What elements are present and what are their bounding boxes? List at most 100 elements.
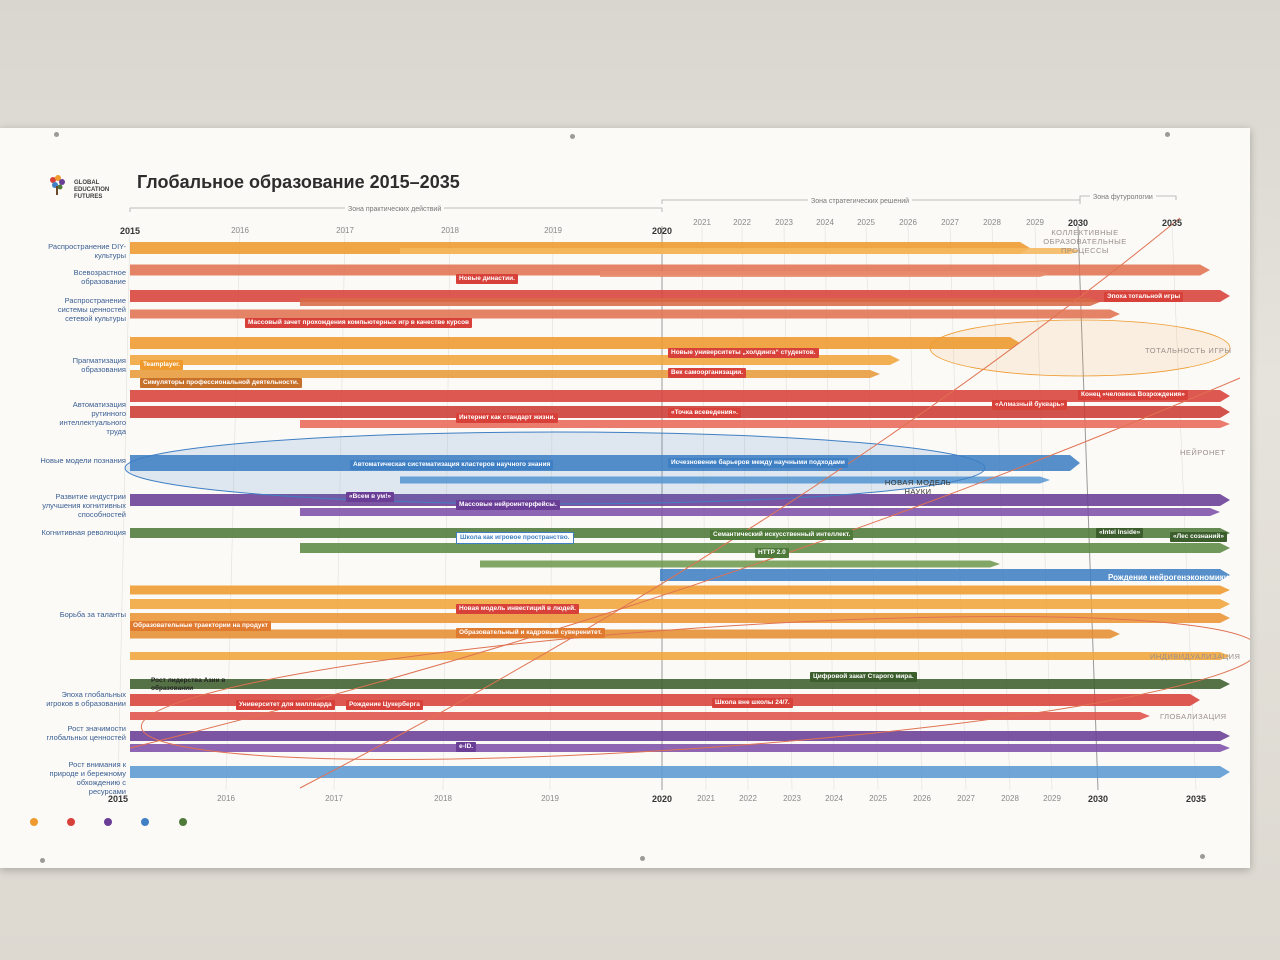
event-neuroeconomy: Рождение нейрогенэкономики [1108, 573, 1229, 582]
event-alphabet-diamond: «Алмазный букварь» [992, 400, 1068, 410]
row-label: Когнитивная революция [41, 528, 126, 537]
row-label: Новые модели познания [40, 456, 126, 465]
event-new-dinasties: Новые династии. [456, 274, 518, 284]
timeline-band [660, 569, 1230, 581]
year-bottom: 2018 [434, 794, 452, 803]
event-auto-clusters: Автоматическая систематизация кластеров … [350, 460, 554, 470]
event-http2: HTTP 2.0 [755, 548, 789, 558]
event-point-everywhere: «Точка всеведения». [668, 408, 741, 418]
logo-text: GLOBAL EDUCATION FUTURES [74, 180, 110, 200]
timeline-band [400, 476, 1050, 484]
pin [40, 858, 45, 863]
row-label: Борьба за таланты [59, 610, 126, 619]
row-label: Эпоха глобальных игроков в образовании [46, 690, 126, 708]
note-neuronet: НЕЙРОНЕТ [1180, 448, 1226, 457]
event-edu-sovereignty: Образовательный и кадровый суверенитет. [456, 628, 605, 638]
timeline-band [130, 712, 1150, 720]
event-mass-neuro: Массовые нейроинтерфейсы. [456, 500, 560, 510]
year-bottom: 2015 [107, 794, 129, 804]
year-bottom: 2024 [825, 794, 843, 803]
year-top: 2019 [544, 226, 562, 235]
timeline-band [130, 494, 1230, 506]
event-internet-standard: Интернет как стандарт жизни. [456, 413, 559, 423]
note-individualization: ИНДИВИДУАЛИЗАЦИЯ [1150, 652, 1241, 661]
year-top: 2017 [336, 226, 354, 235]
timeline-band [130, 744, 1230, 752]
cluster-ellipse [124, 431, 986, 505]
year-bottom: 2027 [957, 794, 975, 803]
timeline-canvas [117, 195, 1250, 791]
event-school-24: Школа вне школы 24/7. [712, 698, 793, 708]
year-top: 2016 [231, 226, 249, 235]
cluster-ellipse [929, 319, 1231, 377]
row-label: Распространение системы ценностей сетево… [57, 296, 126, 323]
event-new-investment: Новая модель инвестиций в людей. [456, 604, 579, 614]
year-top: 2023 [775, 218, 793, 227]
timeline-band [130, 652, 1230, 660]
year-top: 2035 [1161, 218, 1183, 228]
timeline-band [130, 766, 1230, 778]
cluster-ellipse [140, 616, 1250, 760]
pin [54, 132, 59, 137]
year-top: 2025 [857, 218, 875, 227]
year-bottom: 2021 [697, 794, 715, 803]
row-label: Автоматизация рутинного интеллектуальног… [59, 400, 126, 436]
event-asia-rise: Рост лидерства Азии в образовании [151, 677, 226, 692]
event-school-game: Школа как игровое пространство. [456, 532, 574, 544]
timeline-band [300, 420, 1230, 428]
timeline-band [130, 337, 1020, 349]
year-top: 2026 [899, 218, 917, 227]
timeline-band [130, 679, 1230, 689]
timeline-band [130, 599, 1230, 609]
year-bottom: 2028 [1001, 794, 1019, 803]
year-top: 2018 [441, 226, 459, 235]
note-collective: КОЛЛЕКТИВНЫЕ ОБРАЗОВАТЕЛЬНЫЕ ПРОЦЕССЫ [1043, 228, 1127, 255]
timeline-band [130, 309, 1120, 319]
pin [640, 856, 645, 861]
event-barriers: Исчезновение барьеров между научными под… [668, 458, 848, 468]
zone-label-futurology: Зона футурологии [1090, 194, 1156, 201]
zone-label-practical: Зона практических действий [345, 206, 445, 213]
cluster-curve [299, 217, 1181, 789]
year-bottom: 2023 [783, 794, 801, 803]
page-title: Глобальное образование 2015–2035 [137, 172, 460, 192]
timeline-band [300, 508, 1220, 516]
row-label: Развитие индустрии улучшения когнитивных… [42, 492, 126, 519]
year-bottom: 2029 [1043, 794, 1061, 803]
event-simulators: Симуляторы профессиональной деятельности… [140, 378, 302, 388]
year-top: 2028 [983, 218, 1001, 227]
pin [1200, 854, 1205, 859]
year-top: 2029 [1026, 218, 1044, 227]
event-new-universities: Новые университеты „холдинга“ студентов. [668, 348, 819, 358]
row-label: Рост значимости глобальных ценностей [46, 724, 126, 742]
year-bottom: 2025 [869, 794, 887, 803]
year-bottom: 2020 [651, 794, 673, 804]
year-top: 2020 [651, 226, 673, 236]
pin [1165, 132, 1170, 137]
timeline-band [130, 613, 1230, 623]
event-university-billion: Университет для миллиарда [236, 700, 335, 710]
year-bottom: 2026 [913, 794, 931, 803]
timeline-band [130, 731, 1230, 741]
year-bottom: 2030 [1087, 794, 1109, 804]
event-end-renaissance: Конец «человека Возрождения» [1078, 390, 1188, 400]
event-digital-world: Цифровой закат Старого мира. [810, 672, 917, 682]
year-top: 2022 [733, 218, 751, 227]
timeline-band [300, 298, 1100, 306]
year-top: 2024 [816, 218, 834, 227]
poster: GLOBAL EDUCATION FUTURES Глобальное образо… [0, 128, 1250, 868]
event-forest-mind: «Лес сознаний» [1170, 532, 1227, 542]
event-all-in-mind: «Всем в ум!» [346, 492, 394, 502]
note-new-science: НОВАЯ МОДЕЛЬ НАУКИ [884, 478, 952, 496]
timeline-band [600, 271, 1050, 277]
year-bottom: 2016 [217, 794, 235, 803]
timeline-band [130, 528, 1230, 538]
event-total-game: Эпоха тотальной игры [1104, 292, 1184, 302]
year-bottom: 2019 [541, 794, 559, 803]
year-gridline [117, 225, 131, 791]
event-edu-trajectories: Образовательные траектории на продукт [130, 621, 271, 631]
year-top: 2030 [1067, 218, 1089, 228]
year-top: 2027 [941, 218, 959, 227]
year-bottom: 2017 [325, 794, 343, 803]
note-totality: ТОТАЛЬНОСТЬ ИГРЫ [1145, 346, 1232, 355]
